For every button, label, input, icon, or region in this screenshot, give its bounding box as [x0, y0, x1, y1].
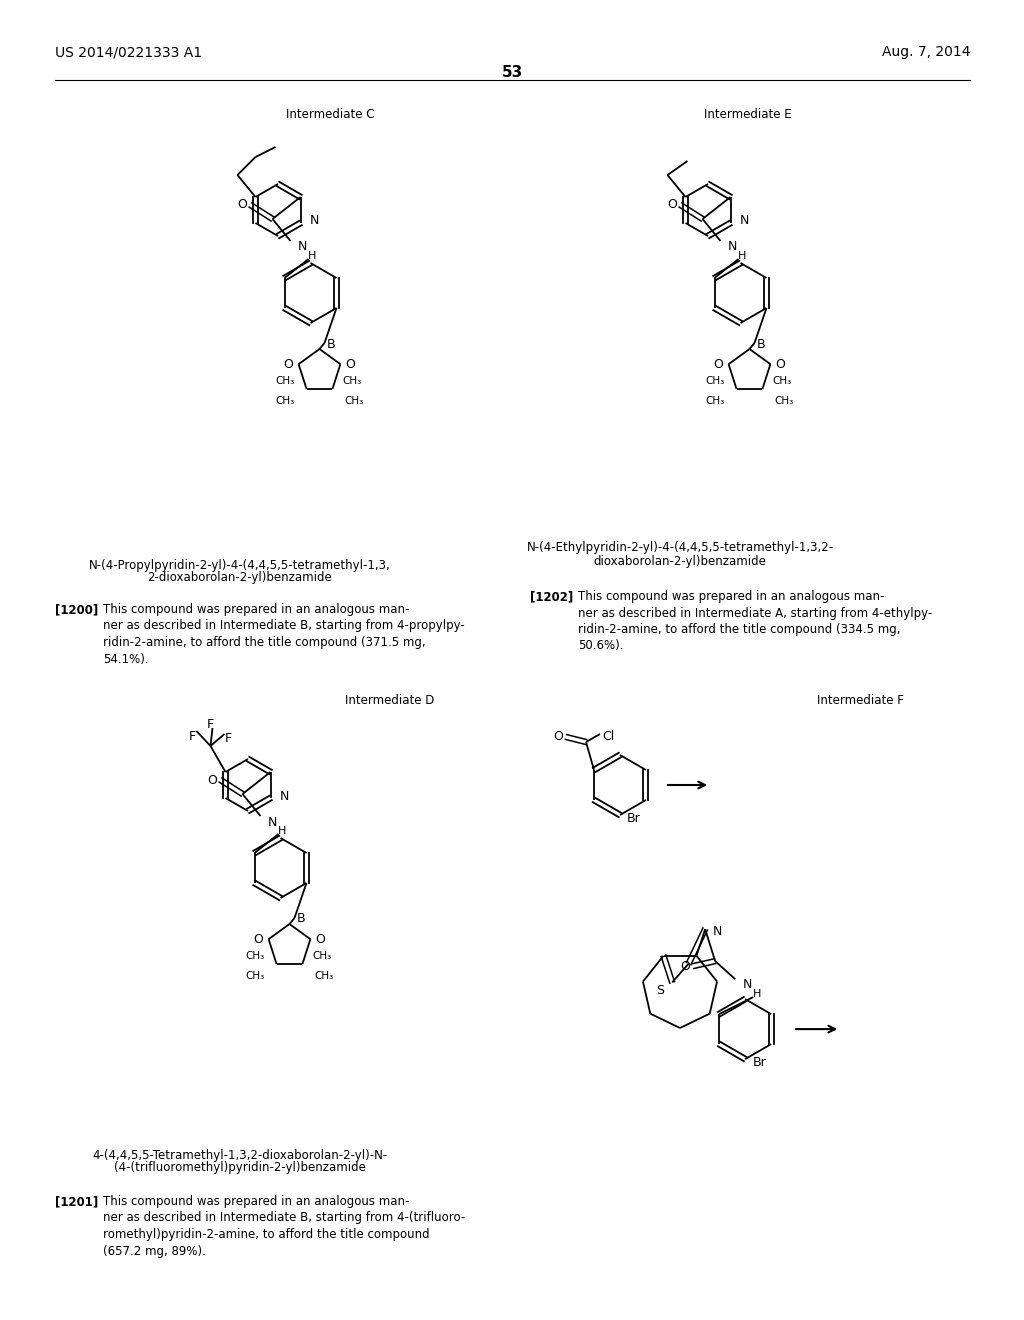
Text: CH₃: CH₃	[345, 396, 365, 405]
Text: Intermediate C: Intermediate C	[286, 108, 374, 121]
Text: CH₃: CH₃	[245, 950, 264, 961]
Text: Br: Br	[753, 1056, 766, 1069]
Text: 53: 53	[502, 65, 522, 81]
Text: O: O	[254, 933, 263, 945]
Text: O: O	[208, 774, 217, 787]
Text: O: O	[315, 933, 326, 945]
Text: Br: Br	[627, 812, 641, 825]
Text: O: O	[284, 358, 294, 371]
Text: O: O	[714, 358, 724, 371]
Text: H: H	[279, 826, 287, 836]
Text: O: O	[680, 960, 690, 973]
Text: Intermediate F: Intermediate F	[816, 693, 903, 706]
Text: 2-dioxaborolan-2-yl)benzamide: 2-dioxaborolan-2-yl)benzamide	[147, 572, 333, 585]
Text: CH₃: CH₃	[773, 376, 793, 385]
Text: O: O	[553, 730, 563, 743]
Text: Intermediate E: Intermediate E	[705, 108, 792, 121]
Text: This compound was prepared in an analogous man-
ner as described in Intermediate: This compound was prepared in an analogo…	[578, 590, 932, 652]
Text: Cl: Cl	[602, 730, 614, 743]
Text: Aug. 7, 2014: Aug. 7, 2014	[882, 45, 970, 59]
Text: O: O	[668, 198, 678, 211]
Text: CH₃: CH₃	[245, 970, 264, 981]
Text: N: N	[742, 978, 752, 990]
Text: O: O	[775, 358, 785, 371]
Text: (4-(trifluoromethyl)pyridin-2-yl)benzamide: (4-(trifluoromethyl)pyridin-2-yl)benzami…	[114, 1162, 366, 1175]
Text: N: N	[298, 240, 307, 253]
Text: B: B	[757, 338, 766, 351]
Text: N: N	[268, 816, 278, 829]
Text: [1200]: [1200]	[55, 603, 98, 616]
Text: S: S	[656, 983, 665, 997]
Text: CH₃: CH₃	[705, 376, 724, 385]
Text: CH₃: CH₃	[343, 376, 362, 385]
Text: Intermediate D: Intermediate D	[345, 693, 434, 706]
Text: CH₃: CH₃	[274, 376, 294, 385]
Text: CH₃: CH₃	[705, 396, 724, 405]
Text: N-(4-Ethylpyridin-2-yl)-4-(4,4,5,5-tetramethyl-1,3,2-: N-(4-Ethylpyridin-2-yl)-4-(4,4,5,5-tetra…	[526, 541, 834, 554]
Text: [1202]: [1202]	[530, 590, 573, 603]
Text: CH₃: CH₃	[314, 970, 334, 981]
Text: F: F	[207, 718, 214, 730]
Text: CH₃: CH₃	[274, 396, 294, 405]
Text: B: B	[328, 338, 336, 351]
Text: N: N	[280, 789, 289, 803]
Text: N: N	[739, 214, 750, 227]
Text: N: N	[728, 240, 737, 253]
Text: CH₃: CH₃	[775, 396, 794, 405]
Text: H: H	[738, 251, 746, 261]
Text: H: H	[308, 251, 316, 261]
Text: CH₃: CH₃	[313, 950, 332, 961]
Text: F: F	[225, 731, 232, 744]
Text: N: N	[713, 924, 722, 937]
Text: 4-(4,4,5,5-Tetramethyl-1,3,2-dioxaborolan-2-yl)-N-: 4-(4,4,5,5-Tetramethyl-1,3,2-dioxaborola…	[92, 1148, 388, 1162]
Text: N: N	[310, 214, 319, 227]
Text: O: O	[238, 198, 248, 211]
Text: dioxaborolan-2-yl)benzamide: dioxaborolan-2-yl)benzamide	[594, 554, 766, 568]
Text: US 2014/0221333 A1: US 2014/0221333 A1	[55, 45, 202, 59]
Text: B: B	[297, 912, 306, 925]
Text: N-(4-Propylpyridin-2-yl)-4-(4,4,5,5-tetramethyl-1,3,: N-(4-Propylpyridin-2-yl)-4-(4,4,5,5-tetr…	[89, 558, 391, 572]
Text: F: F	[188, 730, 196, 742]
Text: This compound was prepared in an analogous man-
ner as described in Intermediate: This compound was prepared in an analogo…	[103, 1195, 465, 1258]
Text: H: H	[753, 989, 761, 999]
Text: O: O	[345, 358, 355, 371]
Text: This compound was prepared in an analogous man-
ner as described in Intermediate: This compound was prepared in an analogo…	[103, 603, 465, 665]
Text: [1201]: [1201]	[55, 1195, 98, 1208]
